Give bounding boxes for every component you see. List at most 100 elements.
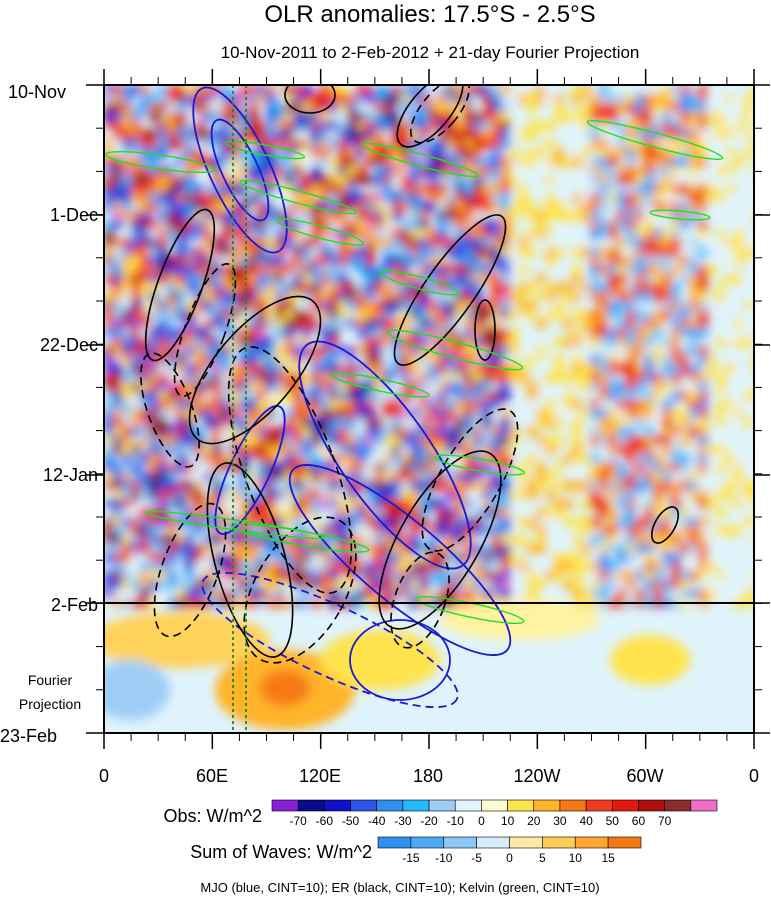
field-cell xyxy=(131,526,141,536)
field-cell xyxy=(590,220,600,230)
field-cell xyxy=(455,265,465,275)
field-cell xyxy=(131,355,141,365)
field-cell xyxy=(644,238,654,248)
field-cell xyxy=(608,346,618,356)
field-cell xyxy=(347,148,357,158)
field-cell xyxy=(464,247,474,257)
field-cell xyxy=(104,499,114,509)
field-cell xyxy=(698,301,708,311)
field-cell xyxy=(635,130,645,140)
field-cell xyxy=(716,409,726,419)
field-cell xyxy=(158,193,168,203)
field-cell xyxy=(248,247,258,257)
field-cell xyxy=(311,355,321,365)
field-cell xyxy=(626,337,636,347)
field-cell xyxy=(626,571,636,581)
obs-colorbar-swatch xyxy=(271,799,299,812)
field-cell xyxy=(149,157,159,167)
field-cell xyxy=(473,229,483,239)
field-cell xyxy=(185,121,195,131)
field-cell xyxy=(257,193,267,203)
field-cell xyxy=(185,391,195,401)
field-cell xyxy=(473,301,483,311)
field-cell xyxy=(149,481,159,491)
field-cell xyxy=(716,490,726,500)
field-cell xyxy=(203,175,213,185)
field-cell xyxy=(266,391,276,401)
field-cell xyxy=(653,472,663,482)
field-cell xyxy=(293,130,303,140)
field-cell xyxy=(437,319,447,329)
field-cell xyxy=(131,184,141,194)
field-cell xyxy=(131,481,141,491)
field-cell xyxy=(482,526,492,536)
field-cell xyxy=(401,175,411,185)
field-cell xyxy=(248,337,258,347)
field-cell xyxy=(500,490,510,500)
field-cell xyxy=(464,328,474,338)
field-cell xyxy=(473,373,483,383)
field-cell xyxy=(383,247,393,257)
field-cell xyxy=(266,85,276,95)
field-cell xyxy=(266,490,276,500)
field-cell xyxy=(662,229,672,239)
field-cell xyxy=(500,184,510,194)
field-cell xyxy=(491,193,501,203)
field-cell xyxy=(320,472,330,482)
field-cell xyxy=(626,256,636,266)
y-tick-label: 10-Nov xyxy=(8,82,66,102)
field-cell xyxy=(572,481,582,491)
projection-field-blob xyxy=(104,660,170,720)
field-cell xyxy=(104,535,114,545)
field-cell xyxy=(437,139,447,149)
field-cell xyxy=(446,121,456,131)
field-cell xyxy=(482,220,492,230)
field-cell xyxy=(140,247,150,257)
field-cell xyxy=(572,355,582,365)
field-cell xyxy=(347,526,357,536)
field-cell xyxy=(509,310,519,320)
field-cell xyxy=(428,445,438,455)
field-cell xyxy=(464,535,474,545)
field-cell xyxy=(446,490,456,500)
field-cell xyxy=(293,580,303,590)
field-cell xyxy=(644,265,654,275)
field-cell xyxy=(743,463,753,473)
field-cell xyxy=(131,310,141,320)
field-cell xyxy=(554,337,564,347)
field-cell xyxy=(284,418,294,428)
field-cell xyxy=(428,256,438,266)
field-cell xyxy=(473,382,483,392)
field-cell xyxy=(545,202,555,212)
field-cell xyxy=(221,292,231,302)
field-cell xyxy=(239,211,249,221)
field-cell xyxy=(617,517,627,527)
field-cell xyxy=(455,499,465,509)
field-cell xyxy=(212,454,222,464)
field-cell xyxy=(194,490,204,500)
kelvin-contour xyxy=(239,179,357,215)
field-cell xyxy=(203,193,213,203)
field-cell xyxy=(482,184,492,194)
field-cell xyxy=(230,121,240,131)
field-cell xyxy=(491,328,501,338)
field-cell xyxy=(284,544,294,554)
field-cell xyxy=(437,337,447,347)
field-cell xyxy=(248,94,258,104)
field-cell xyxy=(392,211,402,221)
field-cell xyxy=(329,499,339,509)
field-cell xyxy=(410,166,420,176)
field-cell xyxy=(536,292,546,302)
field-cell xyxy=(464,508,474,518)
field-cell xyxy=(221,265,231,275)
field-cell xyxy=(230,553,240,563)
field-cell xyxy=(374,346,384,356)
field-cell xyxy=(500,445,510,455)
field-cell xyxy=(626,427,636,437)
field-cell xyxy=(716,427,726,437)
field-cell xyxy=(410,454,420,464)
field-cell xyxy=(635,580,645,590)
field-cell xyxy=(212,346,222,356)
field-cell xyxy=(122,391,132,401)
field-cell xyxy=(149,472,159,482)
